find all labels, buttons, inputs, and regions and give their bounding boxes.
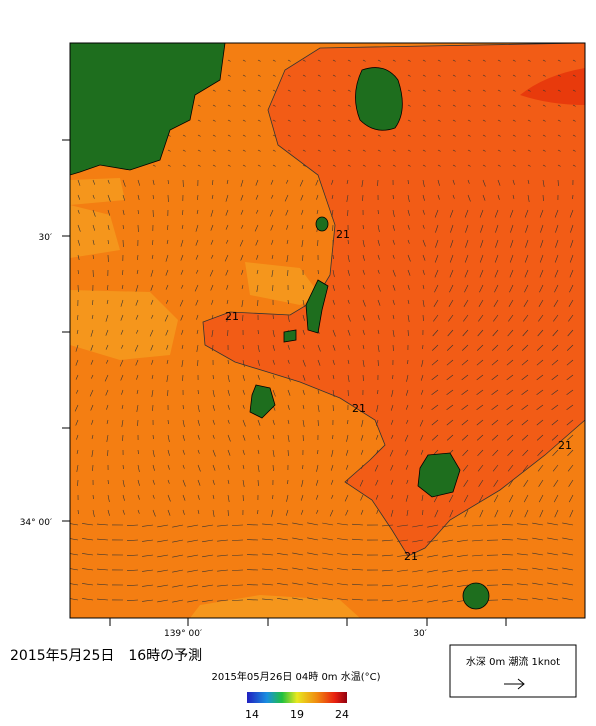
island: [284, 330, 296, 342]
island: [463, 583, 489, 609]
lon-label: 30′: [413, 629, 427, 639]
colorbar: [247, 692, 347, 703]
contour-label: 21: [336, 228, 350, 241]
map-area: [67, 43, 585, 618]
lon-label: 139° 00′: [164, 629, 202, 639]
island: [316, 217, 328, 231]
contour-label: 21: [225, 310, 239, 323]
subtitle: 2015年05月26日 04時 0m 水温(°C): [211, 670, 380, 683]
lat-label: 34° 00′: [20, 518, 52, 528]
colorbar-tick-label: 14: [245, 708, 259, 721]
colorbar-tick-label: 24: [335, 708, 349, 721]
lat-label: 30′: [39, 233, 53, 243]
colorbar-ticks: 14 19 24: [245, 708, 349, 721]
contour-label: 21: [558, 439, 572, 452]
title: 2015年5月25日 16時の予測: [10, 648, 202, 664]
legend-text: 水深 0m 潮流 1knot: [466, 655, 560, 668]
island: [355, 68, 402, 131]
colorbar-tick-label: 19: [290, 708, 304, 721]
legend-box: [450, 645, 576, 697]
contour-label: 21: [352, 402, 366, 415]
contour-label: 21: [404, 550, 418, 563]
